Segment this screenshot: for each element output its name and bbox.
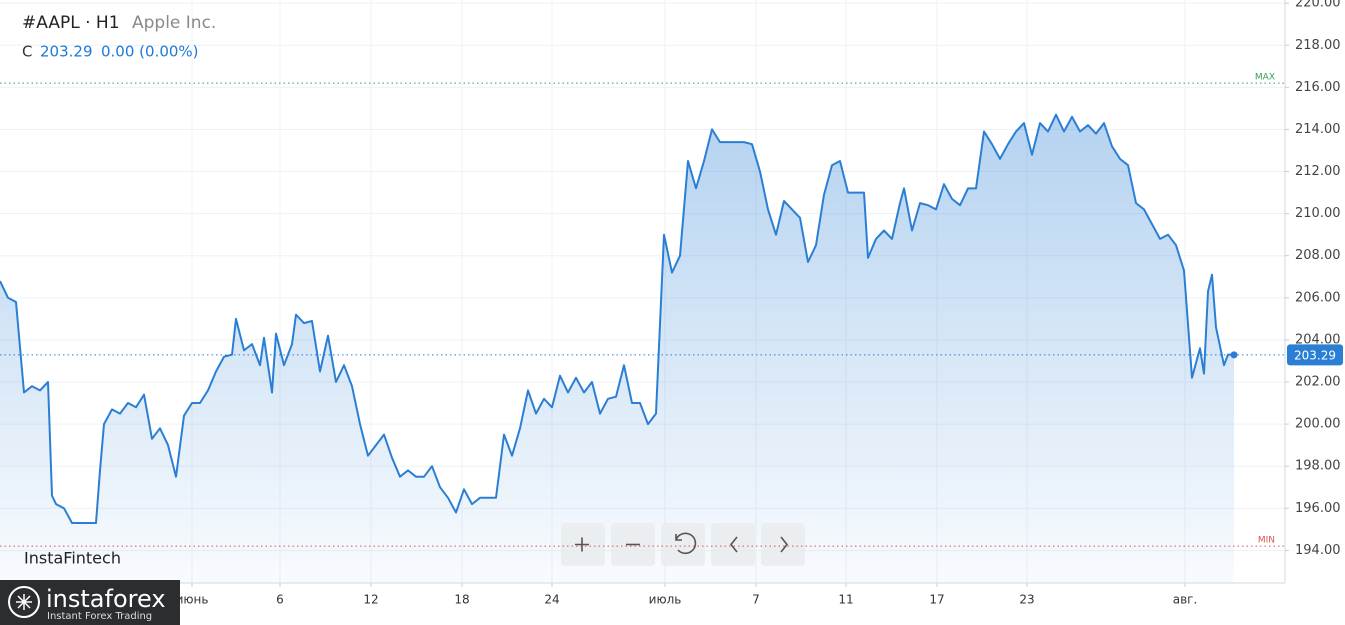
y-tick-label: 204.00 [1295,332,1341,347]
x-tick-label: июль [649,593,682,607]
x-tick-label: 17 [929,593,944,607]
brand: instaforex [46,585,166,613]
x-tick-label: 23 [1019,593,1034,607]
zoom-in-icon [575,537,589,552]
last-price-label: 203.29 [1294,348,1336,362]
max-line-label: MAX [1255,73,1275,83]
last-price-box [1287,344,1343,366]
price-prefix: C [22,43,32,61]
y-tick-label: 216.00 [1295,80,1341,95]
y-tick-label: 194.00 [1295,543,1341,558]
x-tick-label: 6 [276,593,284,607]
x-tick-label: 18 [454,593,469,607]
x-tick-label: авг. [1173,593,1198,607]
reset-icon [675,532,697,555]
y-tick-label: 206.00 [1295,290,1341,305]
y-tick-label: 208.00 [1295,248,1341,263]
reset-button[interactable] [661,523,705,566]
y-tick-label: 196.00 [1295,501,1341,516]
scroll-left-button[interactable] [711,523,755,566]
scroll-right-icon [780,536,789,553]
y-tick-label: 218.00 [1295,38,1341,53]
y-tick-label: 202.00 [1295,375,1341,390]
x-tick-label: 11 [838,593,853,607]
symbol: #AAPL · H1 [22,13,120,33]
price-line [0,113,1235,524]
x-tick-label: 24 [544,593,559,607]
y-tick-label: 198.00 [1295,459,1341,474]
change-text: 0.00 (0.00%) [101,43,199,61]
logo-icon [8,586,40,618]
zoom-controls [561,523,805,566]
x-tick-label: 7 [752,593,760,607]
watermark: InstaFintech [24,549,121,568]
x-tick-label: 12 [363,593,378,607]
x-tick-label: июнь [176,593,209,607]
area [0,114,1234,583]
y-tick-label: 214.00 [1295,122,1341,137]
y-tick-label: 220.00 [1295,0,1341,11]
min-line-label: MIN [1258,536,1275,546]
y-tick-label: 200.00 [1295,417,1341,432]
brand-logo: instaforex Instant Forex Trading [0,580,180,625]
y-tick-label: 212.00 [1295,164,1341,179]
brand-tagline: Instant Forex Trading [47,611,152,622]
close-value: 203.29 [40,43,93,61]
logo-icon-lines [16,594,32,610]
scroll-left-icon [729,536,738,553]
instrument-name: Apple Inc. [132,13,216,33]
y-tick-label: 210.00 [1295,206,1341,221]
scroll-right-button[interactable] [761,523,805,566]
